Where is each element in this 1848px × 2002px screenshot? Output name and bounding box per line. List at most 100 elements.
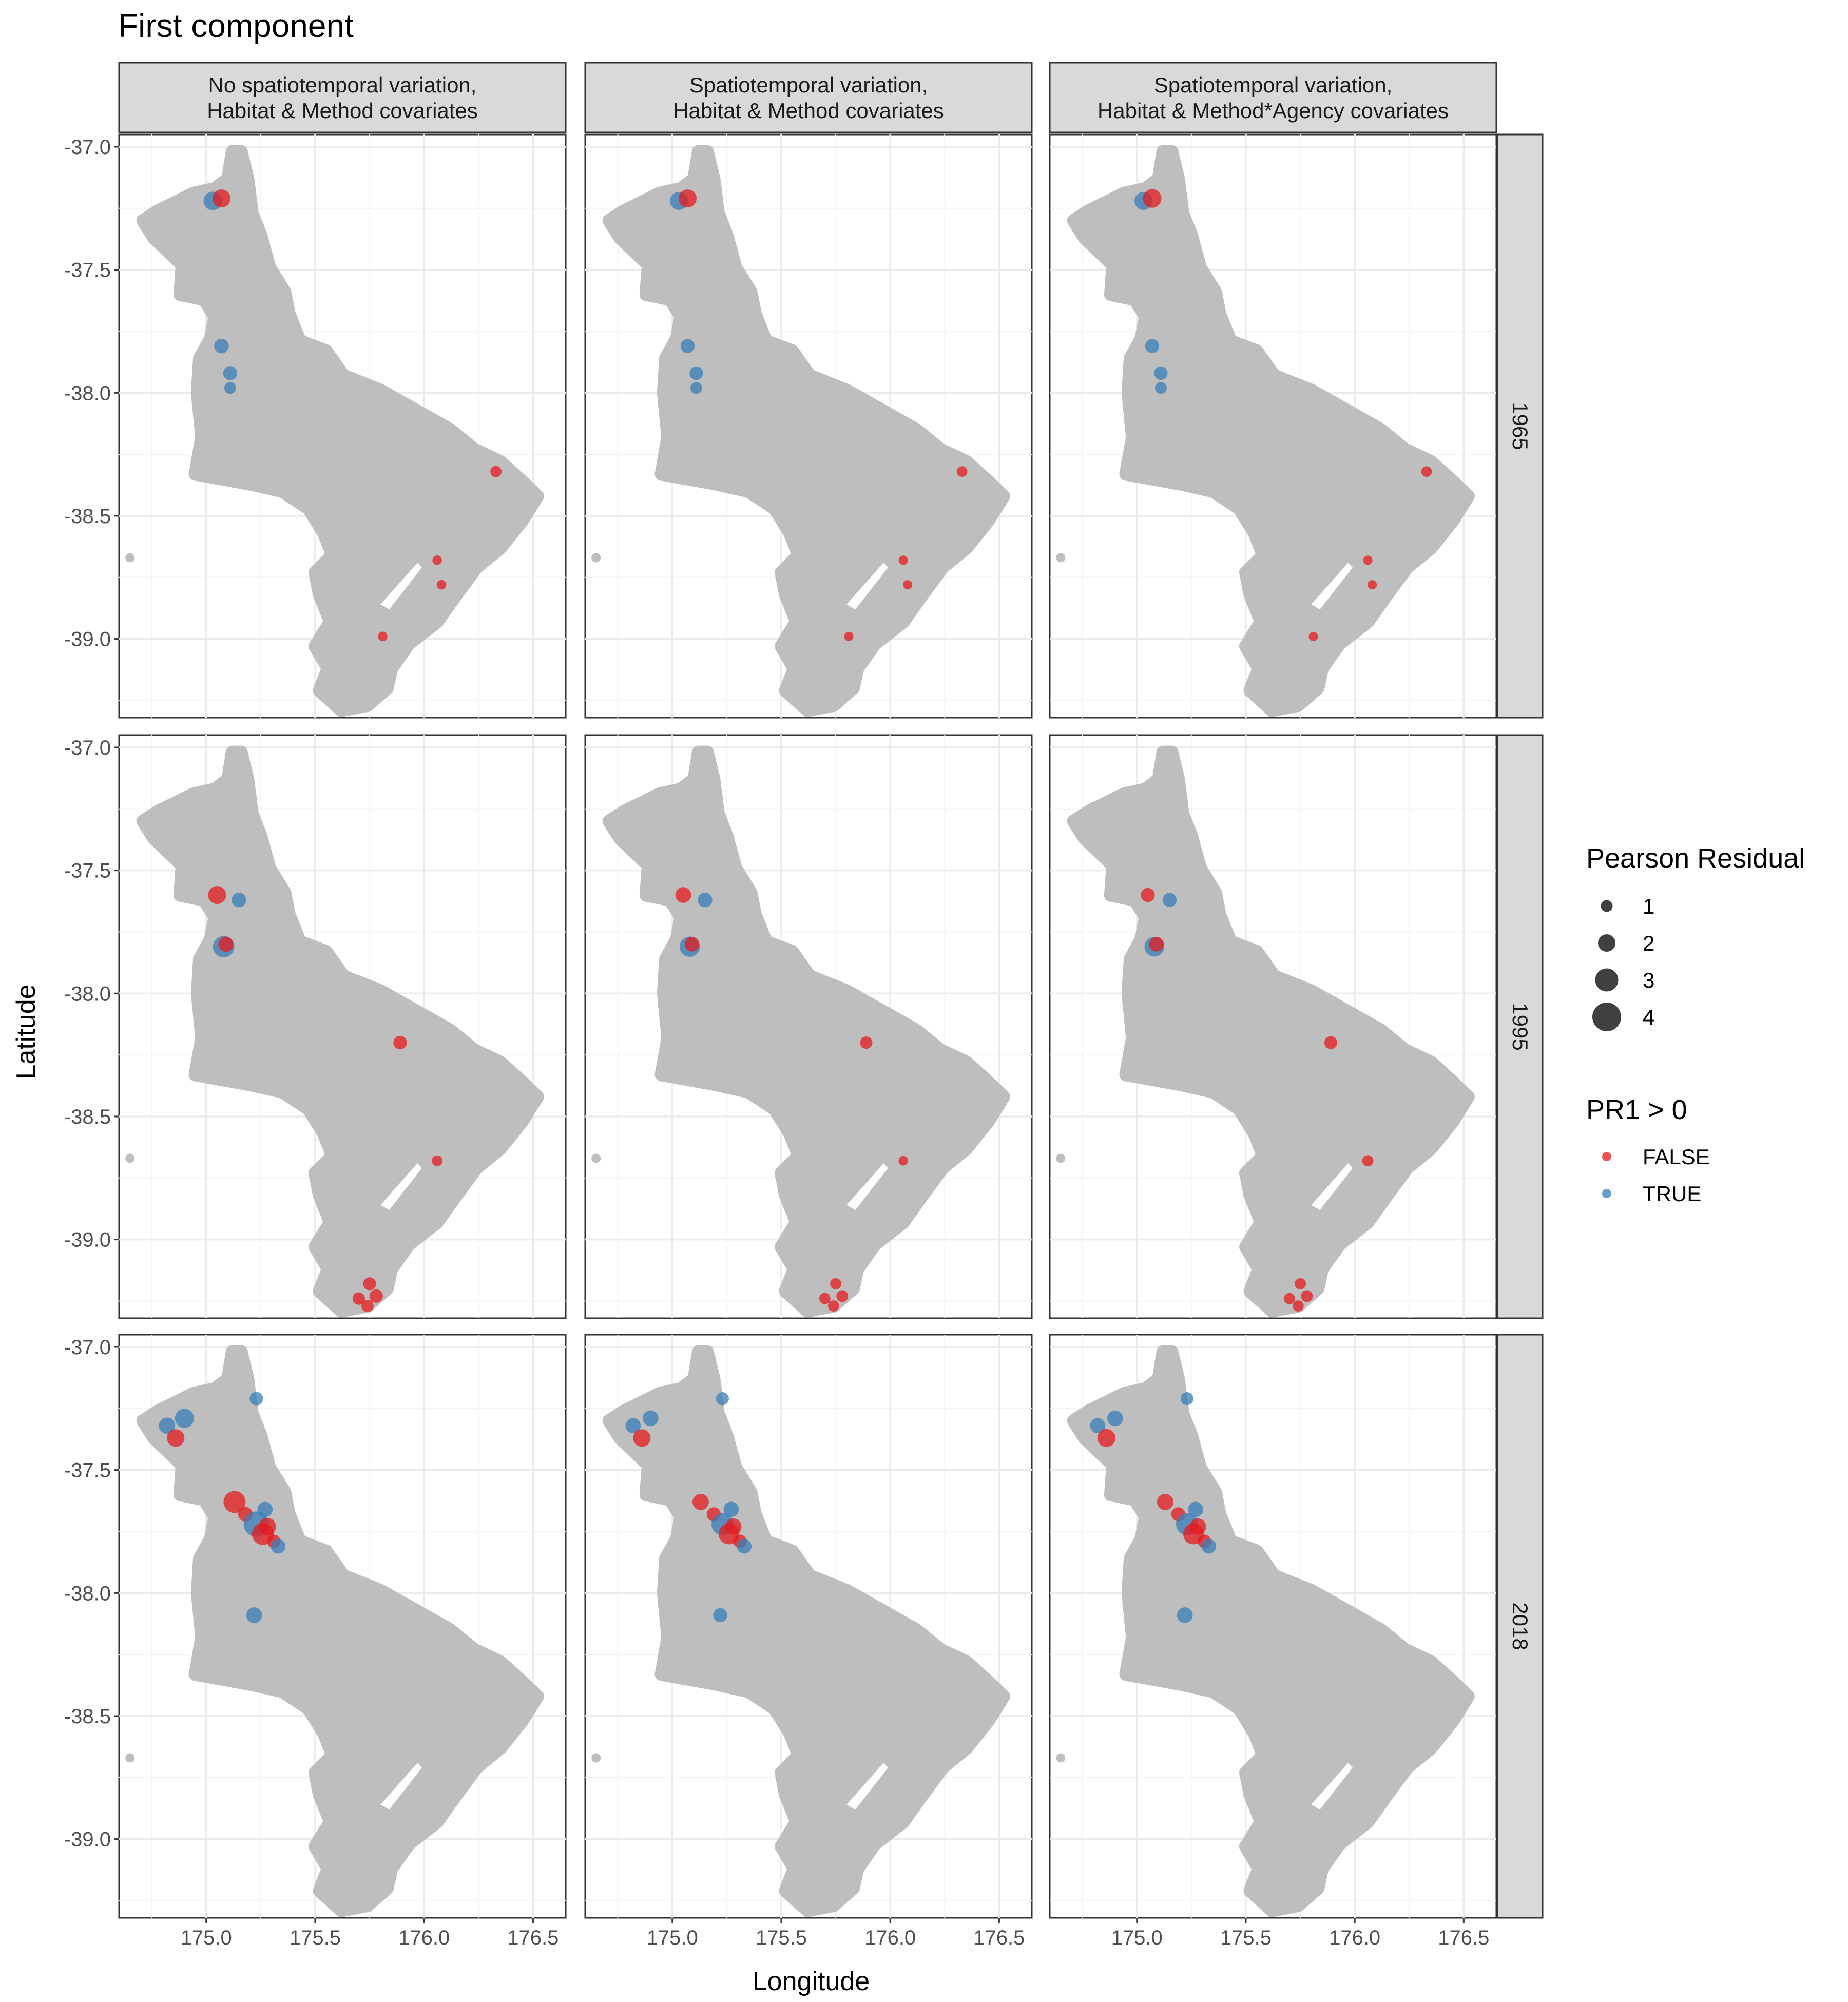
- size-legend-label: 1: [1643, 894, 1654, 918]
- facet-panel: -37.0 -37.5 -38.0 -38.5 -39.0: [64, 133, 567, 719]
- lake-cutout: [380, 1763, 422, 1810]
- x-tick-label: 176.5: [507, 1927, 559, 1949]
- size-legend-key: [1598, 934, 1615, 952]
- region-basemap: [1067, 1345, 1475, 1917]
- legend: Pearson Residual 1 2 3 4 PR1 > 0 FALSE TRUE: [1586, 843, 1805, 1206]
- y-tick-label: -39.0: [64, 1828, 111, 1851]
- plot-title: First component: [118, 7, 354, 44]
- residual-point-true: [1188, 1502, 1204, 1517]
- residual-point-true: [224, 382, 236, 394]
- residual-point-false: [844, 631, 854, 641]
- facet-panel: -37.0 -37.5 -38.0 -38.5 -39.0: [64, 734, 567, 1319]
- strip-background: [1049, 62, 1497, 133]
- row-strip-label: 1965: [1508, 402, 1532, 450]
- residual-point-true: [1090, 1418, 1106, 1434]
- facet-panel: 175.0 175.5 176.0 176.5: [1049, 1334, 1497, 1949]
- residual-point-false: [352, 1292, 365, 1305]
- y-tick-label: -37.0: [64, 1336, 111, 1359]
- residual-point-true: [1154, 366, 1168, 380]
- x-tick-label: 176.5: [1438, 1927, 1489, 1949]
- y-tick-label: -38.0: [64, 1582, 111, 1605]
- residual-point-false: [692, 1494, 709, 1510]
- residual-point-false: [725, 1518, 742, 1535]
- x-tick-label: 176.0: [1329, 1927, 1380, 1949]
- residual-point-false: [167, 1429, 185, 1447]
- residual-point-true: [1162, 893, 1177, 907]
- island-point: [591, 1753, 601, 1763]
- island-point: [125, 1753, 135, 1763]
- residual-point-false: [1301, 1290, 1313, 1302]
- y-tick-label: -39.0: [64, 1229, 111, 1252]
- island-point: [591, 1153, 601, 1163]
- residual-point-true: [1154, 382, 1167, 394]
- residual-point-true: [214, 338, 229, 354]
- residual-point-true: [1177, 1607, 1193, 1623]
- residual-point-false: [684, 937, 700, 952]
- residual-point-true: [232, 892, 246, 908]
- size-legend-label: 3: [1643, 968, 1654, 992]
- residual-point-false: [819, 1293, 831, 1304]
- panel-contents: [1050, 134, 1496, 718]
- size-legend-title: Pearson Residual: [1586, 843, 1805, 874]
- residual-point-false: [208, 886, 226, 904]
- residual-point-false: [212, 189, 231, 208]
- panel-contents: [1050, 1335, 1496, 1918]
- residual-point-false: [1097, 1429, 1115, 1447]
- residual-point-false: [490, 466, 502, 477]
- lake-cutout: [846, 1763, 888, 1810]
- x-tick-label: 176.0: [398, 1927, 450, 1949]
- residual-point-false: [1149, 937, 1164, 952]
- column-strip: Spatiotemporal variation,Habitat & Metho…: [1049, 62, 1497, 133]
- residual-point-false: [903, 580, 913, 590]
- residual-point-true: [690, 382, 702, 394]
- island-point: [591, 553, 601, 563]
- residual-point-false: [1283, 1293, 1295, 1304]
- residual-point-false: [363, 1277, 376, 1291]
- residual-point-true: [625, 1418, 641, 1434]
- panel-contents: [119, 134, 566, 718]
- y-tick-label: -37.5: [64, 860, 111, 882]
- y-tick-label: -37.0: [64, 737, 111, 759]
- panel-contents: [1050, 735, 1496, 1318]
- row-strip-label: 2018: [1508, 1602, 1532, 1650]
- x-tick-label: 175.0: [181, 1927, 232, 1949]
- island-point: [125, 553, 135, 563]
- x-tick-label: 175.5: [290, 1927, 341, 1949]
- residual-point-true: [1201, 1538, 1217, 1554]
- residual-point-false: [1421, 466, 1432, 477]
- y-tick-label: -38.5: [64, 1705, 111, 1728]
- y-tick-label: -37.5: [64, 1459, 111, 1482]
- x-axis-title: Longitude: [753, 1967, 870, 1996]
- residual-point-false: [898, 1156, 908, 1166]
- strip-background: [1496, 734, 1544, 1319]
- residual-point-true: [223, 366, 238, 380]
- island-point: [1056, 553, 1066, 563]
- x-tick-label: 175.0: [647, 1927, 698, 1949]
- x-tick-label: 176.5: [973, 1927, 1025, 1949]
- facet-panels: -37.0 -37.5 -38.0 -38.5 -39.0 -37.0 -37.5 -38.0…: [64, 62, 1544, 1949]
- x-tick-label: 176.0: [864, 1927, 916, 1949]
- residual-point-false: [827, 1300, 839, 1312]
- residual-point-true: [713, 1608, 727, 1623]
- lake-cutout: [1311, 563, 1353, 610]
- column-strip-label: Habitat & Method covariates: [673, 99, 944, 123]
- y-tick-label: -38.5: [64, 1106, 111, 1128]
- residual-point-true: [716, 1392, 729, 1406]
- island-point: [1056, 1753, 1066, 1763]
- region-basemap: [136, 145, 544, 717]
- facet-panel: [1049, 133, 1497, 719]
- lake-cutout: [846, 563, 888, 610]
- residual-point-true: [246, 1607, 262, 1623]
- x-tick-label: 175.5: [1220, 1927, 1272, 1949]
- color-legend-key: [1602, 1189, 1611, 1198]
- residual-point-false: [369, 1289, 383, 1303]
- x-tick-label: 175.0: [1111, 1927, 1163, 1949]
- region-basemap: [602, 1345, 1010, 1917]
- facet-panel: [1049, 734, 1497, 1319]
- strip-background: [118, 62, 567, 133]
- residual-point-false: [1292, 1300, 1304, 1312]
- residual-point-false: [258, 1517, 276, 1535]
- size-legend-label: 4: [1643, 1005, 1654, 1029]
- y-axis-title: Latitude: [11, 984, 41, 1079]
- region-basemap: [602, 745, 1010, 1318]
